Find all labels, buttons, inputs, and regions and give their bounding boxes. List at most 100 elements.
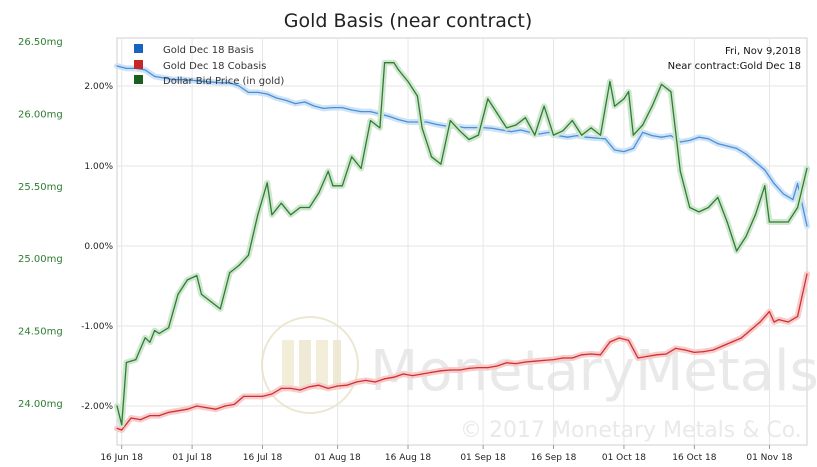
data-point: [797, 206, 799, 209]
y-right-tick-label: -1.00%: [81, 322, 113, 332]
data-point: [628, 339, 630, 341]
data-point: [229, 272, 231, 274]
data-point: [257, 91, 259, 93]
data-point: [416, 95, 418, 97]
x-tick-label: 16 Oct 18: [672, 453, 716, 463]
data-point: [552, 359, 555, 361]
data-point: [332, 107, 334, 109]
data-point: [712, 349, 714, 351]
data-point: [384, 62, 386, 64]
watermark-copyright: © 2017 Monetary Metals & Co.: [460, 418, 802, 443]
data-point: [369, 111, 372, 113]
grid: [117, 38, 807, 445]
data-point: [782, 193, 785, 195]
data-point: [215, 408, 217, 410]
data-point: [571, 357, 573, 359]
data-point: [322, 107, 325, 109]
data-point: [707, 138, 710, 140]
data-point: [745, 153, 747, 155]
data-point: [271, 393, 273, 395]
data-point: [125, 67, 127, 69]
data-point: [219, 82, 221, 84]
data-point: [459, 369, 461, 371]
data-point: [430, 371, 433, 373]
y-right-tick-label: 0.00%: [84, 242, 113, 252]
data-point: [402, 373, 404, 375]
data-point: [562, 357, 564, 359]
data-point: [787, 321, 789, 323]
data-point: [543, 359, 545, 361]
data-point: [590, 353, 592, 355]
data-point: [646, 355, 649, 357]
data-point: [754, 161, 757, 163]
data-point: [440, 370, 442, 372]
data-point: [506, 127, 508, 129]
legend: Gold Dec 18 Basis Gold Dec 18 Cobasis Do…: [134, 44, 284, 87]
data-point: [581, 354, 583, 356]
data-point: [806, 225, 808, 227]
data-point: [632, 134, 634, 136]
data-point: [116, 427, 118, 429]
data-point: [200, 80, 203, 82]
data-point: [797, 315, 799, 317]
data-point: [778, 221, 780, 223]
data-point: [745, 235, 747, 238]
data-point: [285, 99, 287, 101]
data-point: [130, 417, 132, 419]
x-tick-label: 16 Jul 18: [243, 453, 283, 463]
data-point: [698, 211, 700, 213]
data-point: [571, 120, 573, 122]
data-point: [191, 79, 193, 81]
data-point: [614, 105, 616, 107]
data-point: [304, 101, 306, 103]
data-point: [473, 127, 475, 129]
data-point: [707, 206, 710, 209]
data-point: [524, 361, 527, 363]
x-axis: 16 Jun 18 01 Jul 18 16 Jul 18 01 Aug 18 16 A…: [100, 445, 793, 463]
data-point: [280, 387, 282, 389]
data-point: [689, 206, 691, 209]
y-left-tick-label: 24.50mg: [18, 327, 63, 338]
info-contract: Near contract:Gold Dec 18: [668, 61, 801, 72]
data-point: [491, 127, 494, 129]
data-point: [426, 121, 428, 123]
x-tick-label: 16 Aug 18: [385, 453, 431, 463]
data-point: [651, 135, 653, 137]
series-points-1: [116, 273, 808, 431]
data-point: [341, 107, 343, 109]
legend-label-basis: Gold Dec 18 Basis: [163, 45, 254, 56]
data-point: [665, 353, 667, 355]
data-point: [496, 365, 498, 367]
plot-area: [116, 37, 808, 446]
data-point: [632, 147, 634, 149]
y-left-tick-label: 25.00mg: [18, 254, 63, 265]
data-point: [670, 135, 672, 137]
data-point: [327, 387, 329, 389]
data-point: [468, 138, 470, 141]
data-point: [477, 134, 479, 136]
data-point: [144, 337, 146, 339]
data-point: [379, 127, 381, 129]
data-point: [177, 410, 179, 412]
data-point: [247, 254, 249, 256]
data-point: [388, 115, 390, 117]
data-point: [679, 141, 681, 143]
chart-title: Gold Basis (near contract): [284, 10, 532, 32]
data-point: [515, 124, 517, 126]
data-point: [154, 75, 156, 77]
data-point: [759, 321, 761, 323]
data-point: [266, 182, 268, 184]
series-layer: [114, 59, 810, 433]
data-point: [233, 403, 235, 405]
data-point: [276, 97, 278, 99]
data-point: [308, 206, 310, 209]
data-point: [595, 137, 597, 139]
data-point: [562, 130, 564, 132]
data-point: [773, 183, 775, 185]
data-point: [355, 381, 357, 383]
y-right-tick-label: -2.00%: [81, 402, 113, 412]
data-point: [116, 65, 118, 67]
data-point: [299, 389, 301, 391]
data-point: [534, 134, 536, 136]
data-point: [149, 415, 151, 417]
